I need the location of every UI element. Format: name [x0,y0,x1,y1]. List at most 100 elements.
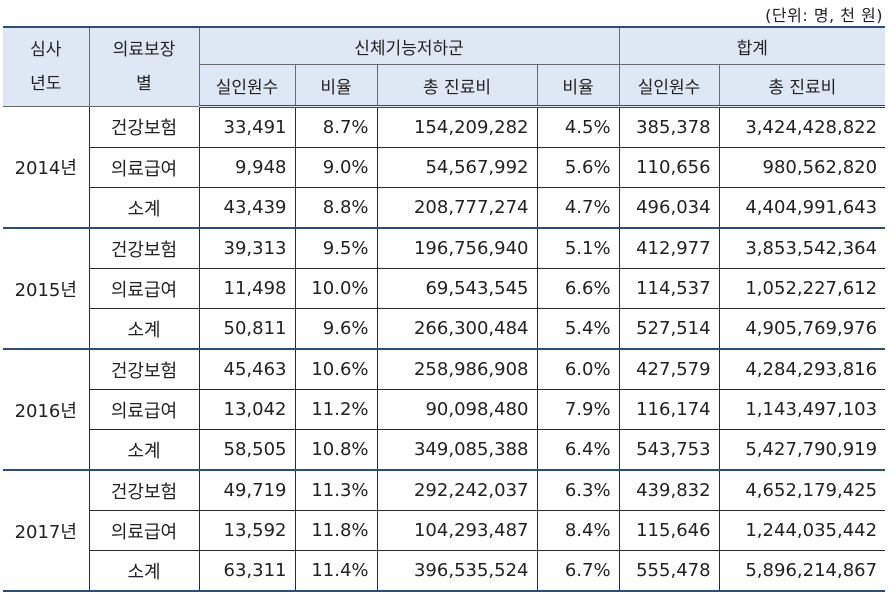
cost-cell: 69,543,545 [376,268,538,309]
cost-cell: 154,209,282 [376,106,538,148]
total-cost-cell: 3,424,428,822 [718,106,886,148]
ratio-cell: 11.2% [294,389,378,430]
cost-cell: 90,098,480 [376,389,538,430]
header-year: 심사 년도 [3,26,90,107]
type-cell: 의료급여 [89,268,200,309]
patients-cell: 43,439 [198,187,296,229]
total-patients-cell: 114,537 [618,268,720,309]
ratio-cell: 11.3% [294,469,378,511]
table-row: 소계 50,811 9.6% 266,300,484 5.4% 527,514 4,905,… [3,308,886,350]
table-row: 소계 43,439 8.8% 208,777,274 4.7% 496,034 4,404,… [3,187,886,229]
type-cell: 건강보험 [88,106,200,148]
total-patients-cell: 555,478 [618,550,720,592]
year-cell: 2014년 [3,106,90,229]
table-body: 2014년 건강보험 33,491 8.7% 154,209,282 4.5% 385,37… [3,106,886,592]
type-cell: 건강보험 [88,227,200,269]
header-group-total: 합계 [618,26,886,65]
year-cell: 2015년 [3,227,90,350]
table-row: 의료급여 13,592 11.8% 104,293,487 8.4% 115,646 1,2… [3,510,886,551]
total-cost-cell: 4,905,769,976 [718,308,886,350]
ratio-cell: 10.6% [294,348,378,390]
cost-cell: 396,535,524 [376,550,538,592]
header-year-label: 심사 년도 [30,40,62,94]
cost-ratio-cell: 4.7% [536,187,620,229]
header-type-label: 의료보장 별 [112,40,176,94]
total-patients-cell: 116,174 [618,389,720,430]
type-cell: 의료급여 [89,147,200,188]
total-patients-cell: 439,832 [618,469,720,511]
cost-cell: 349,085,388 [376,429,538,471]
header-ratio: 비율 [294,64,378,108]
cost-cell: 104,293,487 [376,510,538,551]
header-cost: 총 진료비 [376,64,538,108]
total-cost-cell: 3,853,542,364 [718,227,886,269]
ratio-cell: 10.0% [294,268,378,309]
cost-ratio-cell: 5.1% [536,227,620,269]
cost-cell: 266,300,484 [376,308,538,350]
type-cell: 의료급여 [89,510,200,551]
total-patients-cell: 412,977 [618,227,720,269]
total-patients-cell: 543,753 [618,429,720,471]
year-cell: 2017년 [3,469,90,592]
total-cost-cell: 5,896,214,867 [718,550,886,592]
cost-ratio-cell: 7.9% [536,389,620,430]
ratio-cell: 11.8% [294,510,378,551]
table-row: 소계 63,311 11.4% 396,535,524 6.7% 555,478 5,896… [3,550,886,592]
type-cell: 소계 [89,187,200,229]
total-patients-cell: 115,646 [618,510,720,551]
patients-cell: 45,463 [198,348,296,390]
type-cell: 소계 [89,308,200,350]
cost-ratio-cell: 5.4% [536,308,620,350]
table-row: 2017년 건강보험 49,719 11.3% 292,242,037 6.3% 439,8… [3,469,886,592]
ratio-cell: 10.8% [294,429,378,471]
patients-cell: 50,811 [198,308,296,350]
table-row: 의료급여 11,498 10.0% 69,543,545 6.6% 114,537 1,05… [3,268,886,309]
patients-cell: 58,505 [198,429,296,471]
total-patients-cell: 385,378 [618,106,720,148]
type-cell: 의료급여 [89,389,200,430]
cost-ratio-cell: 5.6% [536,147,620,188]
cost-ratio-cell: 6.6% [536,268,620,309]
total-cost-cell: 4,284,293,816 [718,348,886,390]
type-cell: 소계 [89,429,200,471]
total-cost-cell: 1,052,227,612 [718,268,886,309]
patients-cell: 13,592 [198,510,296,551]
header-total-patients: 실인원수 [618,64,720,108]
total-cost-cell: 1,143,497,103 [718,389,886,430]
ratio-cell: 8.7% [294,106,378,148]
cost-ratio-cell: 6.7% [536,550,620,592]
header-type: 의료보장 별 [88,26,200,107]
cost-cell: 292,242,037 [376,469,538,511]
table-row: 2015년 건강보험 39,313 9.5% 196,756,940 5.1% 412,97… [3,227,886,350]
table-row: 2016년 건강보험 45,463 10.6% 258,986,908 6.0% 427,5… [3,348,886,471]
header-cost-ratio: 비율 [536,64,620,108]
patients-cell: 39,313 [198,227,296,269]
patients-cell: 13,042 [198,389,296,430]
cost-ratio-cell: 4.5% [536,106,620,148]
total-cost-cell: 5,427,790,919 [718,429,886,471]
table-row: 의료급여 13,042 11.2% 90,098,480 7.9% 116,174 1,14… [3,389,886,430]
header-patients: 실인원수 [199,64,296,108]
patients-cell: 11,498 [198,268,296,309]
patients-cell: 9,948 [198,147,296,188]
ratio-cell: 8.8% [294,187,378,229]
ratio-cell: 11.4% [294,550,378,592]
stats-table: 심사 년도 의료보장 별 신체기능저하군 합계 실인원수 비율 총 진료비 비율… [3,26,886,592]
total-cost-cell: 4,404,991,643 [718,187,886,229]
cost-cell: 208,777,274 [376,187,538,229]
cost-ratio-cell: 6.4% [536,429,620,471]
type-cell: 건강보험 [88,348,200,390]
ratio-cell: 9.0% [294,147,378,188]
table-row: 의료급여 9,948 9.0% 54,567,992 5.6% 110,656 980,56… [3,147,886,188]
table-row: 소계 58,505 10.8% 349,085,388 6.4% 543,753 5,427… [3,429,886,471]
header-total-cost: 총 진료비 [718,64,886,108]
ratio-cell: 9.6% [294,308,378,350]
cost-ratio-cell: 8.4% [536,510,620,551]
type-cell: 소계 [89,550,200,592]
cost-cell: 258,986,908 [376,348,538,390]
cost-ratio-cell: 6.0% [536,348,620,390]
year-cell: 2016년 [3,348,90,471]
ratio-cell: 9.5% [294,227,378,269]
total-patients-cell: 427,579 [618,348,720,390]
unit-note: (단위: 명, 천 원) [765,6,883,25]
